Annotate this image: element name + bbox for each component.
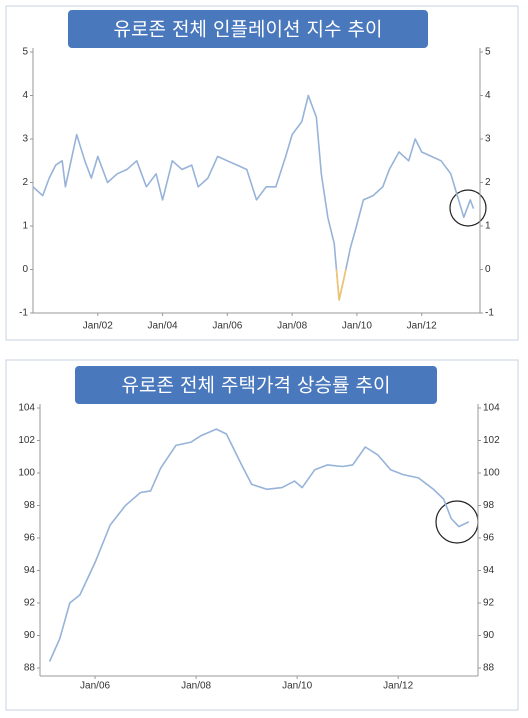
chart-title: 유로존 전체 주택가격 상승률 추이 (122, 375, 391, 397)
y2-tick-label: 4 (485, 90, 491, 101)
line (32, 94, 475, 301)
x-tick-label: Jan/08 (181, 681, 211, 692)
y2-tick-label: 96 (483, 533, 495, 544)
y-tick-label: 92 (24, 598, 36, 609)
y2-tick-label: 94 (483, 565, 495, 576)
y-tick-label: 96 (24, 533, 36, 544)
y2-tick-label: 102 (483, 435, 500, 446)
x-tick-label: Jan/10 (282, 681, 312, 692)
y-tick-label: 3 (22, 134, 28, 145)
y-tick-label: 4 (22, 90, 28, 101)
y2-tick-label: 98 (483, 500, 495, 511)
x-tick-label: Jan/12 (407, 321, 437, 332)
y-tick-label: 88 (24, 663, 36, 674)
frame (5, 5, 519, 341)
highlight-circle (449, 189, 487, 227)
y2-tick-label: 2 (485, 177, 491, 188)
y-tick-label: -1 (19, 308, 28, 319)
x-tick-label: Jan/04 (148, 321, 178, 332)
x-tick-label: Jan/02 (83, 321, 113, 332)
y-tick-label: 94 (24, 565, 36, 576)
y2-tick-label: 1 (485, 221, 491, 232)
y2-tick-label: 104 (483, 403, 500, 414)
y-tick-label: 1 (22, 221, 28, 232)
x-tick-label: Jan/08 (277, 321, 307, 332)
y2-tick-label: 5 (485, 47, 491, 58)
y2-tick-label: 100 (483, 468, 500, 479)
chart-title: 유로존 전체 인플레이션 지수 추이 (114, 19, 383, 41)
title-box (68, 10, 428, 48)
y-tick-label: 102 (18, 435, 35, 446)
y-tick-label: 90 (24, 630, 36, 641)
line (48, 428, 470, 662)
y-tick-label: 100 (18, 468, 35, 479)
y-tick-label: 0 (22, 264, 28, 275)
y2-tick-label: 90 (483, 630, 495, 641)
x-tick-label: Jan/10 (342, 321, 372, 332)
frame (5, 359, 519, 711)
x-tick-label: Jan/06 (212, 321, 242, 332)
title-box (75, 366, 437, 404)
y-tick-label: 98 (24, 500, 36, 511)
y-tick-label: 2 (22, 177, 28, 188)
y-tick-label: 104 (18, 403, 35, 414)
y2-tick-label: 0 (485, 264, 491, 275)
y2-tick-label: 88 (483, 663, 495, 674)
y2-tick-label: -1 (485, 308, 494, 319)
y2-tick-label: 92 (483, 598, 495, 609)
x-tick-label: Jan/06 (80, 681, 110, 692)
x-tick-label: Jan/12 (383, 681, 413, 692)
y2-tick-label: 3 (485, 134, 491, 145)
y-tick-label: 5 (22, 47, 28, 58)
